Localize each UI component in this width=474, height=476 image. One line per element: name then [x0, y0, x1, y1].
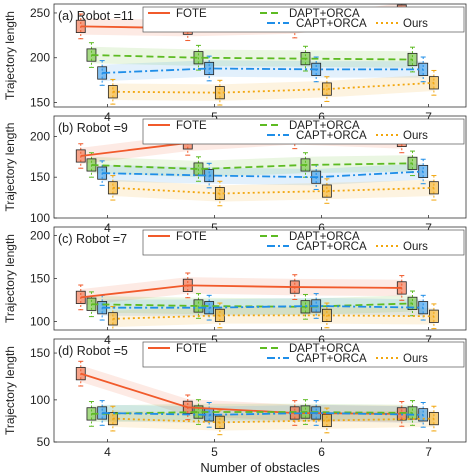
x-tick-label: 4: [104, 333, 111, 347]
series-band: [80, 277, 402, 306]
x-tick-label: 4: [104, 445, 111, 459]
series-band: [112, 179, 434, 202]
panel-label: (b) Robot =9: [58, 121, 128, 135]
series-band: [91, 295, 413, 316]
panel-label: (c) Robot =7: [58, 232, 127, 246]
x-tick-label: 6: [318, 110, 325, 124]
series-line: [102, 305, 424, 309]
axes-frame: [53, 3, 467, 108]
x-tick-label: 6: [318, 333, 325, 347]
legend-entry: Ours: [403, 18, 428, 30]
panel-label: (d) Robot =5: [58, 344, 128, 358]
legend-entry: FOTE: [176, 343, 207, 355]
x-tick-label: 7: [425, 221, 432, 235]
y-tick-label: 250: [30, 6, 50, 20]
legend-entry: Ours: [403, 130, 428, 142]
axes-frame: [53, 338, 467, 443]
x-tick-label: 5: [211, 110, 218, 124]
series-band: [112, 307, 434, 328]
x-tick-label: 7: [425, 445, 432, 459]
series-band: [112, 74, 434, 101]
legend-entry: FOTE: [176, 8, 207, 20]
y-axis-label: Trajectory length: [3, 234, 17, 323]
y-tick-label: 100: [30, 393, 50, 407]
series-line: [91, 162, 413, 170]
data-box: [321, 82, 332, 96]
series-line: [112, 186, 434, 195]
data-box: [321, 413, 332, 428]
x-tick-label: 4: [104, 221, 111, 235]
y-tick-label: 200: [30, 51, 50, 65]
plot-area: [75, 360, 439, 436]
legend-entry: Ours: [403, 241, 428, 253]
chart-panel: 50 100 150 4 5 6 7 Trajectory length (d) Robot =…: [3, 338, 467, 475]
legend-entry: FOTE: [176, 120, 207, 132]
series-band: [80, 365, 402, 423]
data-box: [407, 156, 418, 170]
x-tick-label: 5: [211, 221, 218, 235]
y-axis-label: Trajectory length: [3, 346, 17, 435]
series-line: [80, 284, 402, 299]
series-band: [112, 410, 434, 431]
x-tick-label: 7: [425, 110, 432, 124]
series-line: [112, 81, 434, 94]
series-line: [102, 67, 424, 74]
y-tick-label: 200: [30, 229, 50, 243]
legend-box: [142, 118, 465, 145]
legend-entry: DAPT+ORCA: [289, 8, 360, 20]
series-band: [102, 60, 424, 82]
chart-panel: 100 150 200 4 5 6 7 Trajectory length (b) Robot …: [3, 115, 467, 235]
series-line: [112, 417, 434, 424]
legend-entry: DAPT+ORCA: [289, 120, 360, 132]
y-axis-label: Trajectory length: [3, 11, 17, 100]
y-tick-label: 100: [30, 211, 50, 225]
y-tick-label: 50: [37, 435, 51, 449]
y-tick-label: 150: [30, 346, 50, 360]
x-tick-label: 5: [211, 333, 218, 347]
legend-entry: CAPT+ORCA: [296, 353, 367, 365]
axes-frame: [53, 115, 467, 219]
legend-entry: CAPT+ORCA: [296, 18, 367, 30]
y-tick-label: 150: [30, 96, 50, 110]
data-box: [321, 308, 332, 322]
legend-box: [142, 6, 465, 33]
plot-area: [75, 272, 439, 330]
plot-area: [75, 123, 439, 207]
x-tick-label: 6: [318, 445, 325, 459]
y-tick-label: 150: [30, 170, 50, 184]
chart-panel: 100 150 200 4 5 6 7 Trajectory length (c) Robot …: [3, 226, 467, 347]
panel-label: (a) Robot =11: [58, 9, 134, 23]
chart-panel: 150 200 250 4 5 6 7 Trajectory length (a) Robot …: [3, 3, 467, 124]
x-axis-label: Number of obstacles: [200, 460, 320, 475]
x-tick-label: 5: [211, 445, 218, 459]
series-line: [91, 411, 413, 415]
x-tick-label: 7: [425, 333, 432, 347]
legend-entry: DAPT+ORCA: [289, 231, 360, 243]
y-tick-label: 150: [30, 272, 50, 286]
series-line: [102, 170, 424, 179]
legend-entry: DAPT+ORCA: [289, 343, 360, 355]
series-line: [102, 412, 424, 416]
legend-entry: CAPT+ORCA: [296, 241, 367, 253]
data-box: [321, 184, 332, 198]
legend-box: [142, 229, 465, 256]
series-line: [112, 314, 434, 320]
x-tick-label: 6: [318, 221, 325, 235]
x-tick-label: 4: [104, 110, 111, 124]
series-line: [91, 54, 413, 61]
y-tick-label: 200: [30, 129, 50, 143]
legend-entry: Ours: [403, 353, 428, 365]
legend-box: [142, 341, 465, 368]
y-axis-label: Trajectory length: [3, 123, 17, 212]
series-band: [91, 403, 413, 423]
legend-entry: CAPT+ORCA: [296, 130, 367, 142]
legend-entry: FOTE: [176, 231, 207, 243]
y-tick-label: 100: [30, 314, 50, 328]
